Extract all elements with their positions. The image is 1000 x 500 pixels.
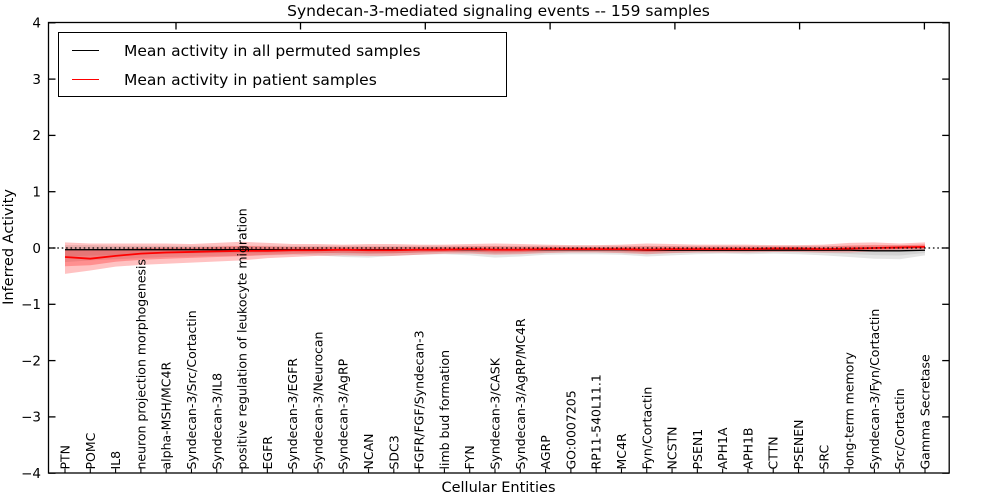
patient-mean-line (64, 245, 926, 260)
x-tick-label: NCSTN (665, 427, 680, 470)
x-tick-label: FYN (462, 445, 477, 469)
x-tick-label: MC4R (614, 433, 629, 469)
y-axis-label: Inferred Activity (1, 189, 17, 305)
x-tick-label: EGFR (260, 436, 275, 470)
x-tick-label: AGRP (538, 435, 553, 470)
x-axis-label: Cellular Entities (441, 480, 556, 496)
chart-title: Syndecan-3-mediated signaling events -- … (287, 2, 710, 20)
y-tick-label: −1 (21, 297, 41, 313)
x-tick-label: APH1A (715, 427, 730, 469)
x-tick-label: SDC3 (386, 435, 401, 469)
y-tick-label: 2 (32, 128, 41, 144)
x-tick-label: PSEN1 (690, 429, 705, 470)
x-tick-label: PSENEN (791, 420, 806, 470)
x-tick-label: PTN (58, 445, 73, 470)
legend-label-permuted: Mean activity in all permuted samples (124, 41, 421, 60)
x-tick-label: APH1B (740, 427, 755, 469)
x-tick-label: NCAN (361, 434, 376, 470)
x-tick-label: Syndecan-3/Src/Cortactin (184, 310, 199, 469)
x-tick-label: positive regulation of leukocyte migrati… (235, 208, 250, 469)
x-tick-label: Syndecan-3/EGFR (285, 358, 300, 470)
y-tick-label: −3 (21, 410, 41, 426)
x-tick-label: Syndecan-3/Fyn/Cortactin (867, 309, 882, 470)
x-tick-label: Syndecan-3/AgRP (336, 358, 351, 469)
y-tick-label: −2 (21, 353, 41, 369)
x-tick-label: CTTN (766, 436, 781, 469)
x-tick-label: Syndecan-3/AgRP/MC4R (513, 318, 528, 469)
y-tick-label: 1 (32, 185, 41, 201)
x-tick-label: POMC (83, 432, 98, 469)
x-tick-label: Fyn/Cortactin (639, 387, 654, 470)
x-tick-label: Gamma Secretase (918, 354, 933, 469)
legend-item-permuted: Mean activity in all permuted samples (59, 36, 506, 65)
legend: Mean activity in all permuted samples Me… (58, 32, 507, 97)
x-tick-label: alpha-MSH/MC4R (159, 362, 174, 470)
x-tick-label: Syndecan-3/IL8 (209, 373, 224, 470)
x-tick-label: Src/Cortactin (892, 388, 907, 469)
x-tick-label: SRC (816, 445, 831, 470)
x-tick-label: RP11-540L11.1 (589, 374, 604, 469)
y-tick-label: 0 (32, 241, 41, 257)
x-tick-label: FGFR/FGF/Syndecan-3 (412, 330, 427, 469)
x-tick-label: neuron projection morphogenesis (133, 259, 148, 470)
y-tick-label: −4 (21, 466, 41, 482)
y-tick-label: 4 (32, 16, 41, 32)
x-tick-label: Syndecan-3/Neurocan (310, 332, 325, 470)
x-tick-label: long-term memory (842, 352, 857, 470)
x-tick-label: limb bud formation (437, 350, 452, 470)
x-tick-label: IL8 (108, 451, 123, 470)
legend-label-patient: Mean activity in patient samples (124, 70, 377, 89)
legend-line-permuted-sample (72, 50, 99, 51)
x-tick-label: GO:0007205 (563, 390, 578, 469)
y-tick-label: 3 (32, 72, 41, 88)
legend-item-patient: Mean activity in patient samples (59, 65, 506, 94)
legend-line-patient-sample (72, 79, 99, 80)
x-tick-label: Syndecan-3/CASK (488, 357, 503, 469)
